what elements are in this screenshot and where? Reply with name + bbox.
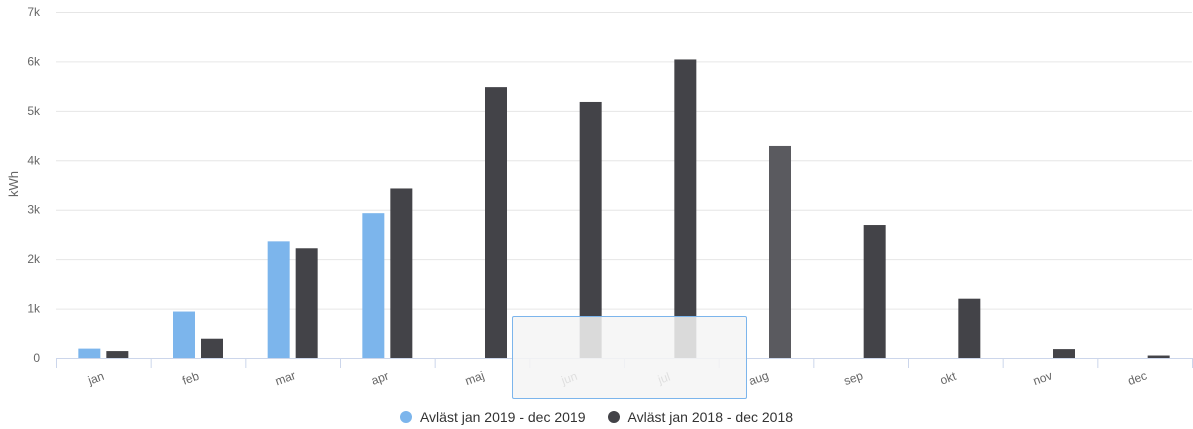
- legend: Avläst jan 2019 - dec 2019 Avläst jan 20…: [0, 409, 1193, 425]
- x-tick-label: sep: [842, 368, 865, 388]
- y-tick-label: 0: [33, 351, 40, 365]
- bar-2018-dec: [1147, 355, 1170, 358]
- bar-2018-mar: [295, 248, 318, 358]
- y-tick-label: 3k: [27, 203, 41, 217]
- legend-item-2018[interactable]: Avläst jan 2018 - dec 2018: [607, 409, 794, 425]
- bar-2018-okt: [958, 298, 981, 358]
- bar-2018-jul: [674, 59, 697, 359]
- bar-2018-jan: [106, 351, 129, 358]
- bar-2018-jun: [579, 101, 602, 359]
- x-tick-label: jan: [85, 369, 106, 388]
- x-tick-label: okt: [938, 369, 958, 388]
- x-tick-label: dec: [1126, 368, 1149, 388]
- bar-2019-mar: [267, 241, 290, 358]
- gridlines: [56, 12, 1192, 359]
- x-tick-label: feb: [180, 369, 201, 388]
- x-tick-label: apr: [369, 369, 390, 388]
- tooltip-overlay: [512, 316, 747, 399]
- x-tick-label: aug: [747, 368, 771, 388]
- bar-2018-maj: [485, 87, 507, 358]
- y-tick-label: 6k: [27, 54, 41, 68]
- y-axis-label: kWh: [6, 171, 21, 197]
- x-tick-label: mar: [273, 368, 297, 388]
- bar-2018-sep: [863, 225, 886, 358]
- y-tick-label: 1k: [27, 302, 41, 316]
- bar-2018-nov: [1053, 349, 1075, 358]
- y-tick-label: 5k: [27, 104, 41, 118]
- x-tick-label: nov: [1031, 368, 1054, 388]
- bar-2019-feb: [173, 311, 195, 358]
- bars: [78, 59, 1170, 359]
- y-tick-label: 4k: [27, 153, 41, 167]
- bar-2018-apr: [390, 188, 413, 358]
- bar-2019-apr: [362, 213, 385, 358]
- bar-2019-jan: [78, 348, 101, 358]
- bar-2018-aug: [769, 145, 791, 358]
- legend-dot-2019: [399, 411, 412, 423]
- legend-item-2019[interactable]: Avläst jan 2019 - dec 2019: [399, 409, 586, 425]
- y-tick-label: 7k: [27, 5, 41, 19]
- x-tick-label: maj: [463, 368, 486, 388]
- y-axis: 0 1k 2k 3k 4k 5k 6k 7k: [27, 5, 41, 365]
- legend-dot-2018: [607, 411, 620, 423]
- bar-2018-feb: [201, 338, 223, 358]
- legend-label-2019: Avläst jan 2019 - dec 2019: [419, 409, 586, 425]
- legend-label-2018: Avläst jan 2018 - dec 2018: [627, 409, 794, 425]
- y-tick-label: 2k: [27, 252, 41, 266]
